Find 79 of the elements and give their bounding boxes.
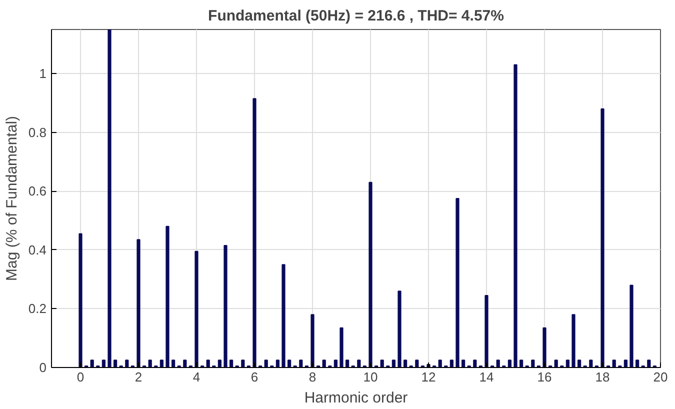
bar — [456, 198, 460, 368]
bar — [276, 360, 280, 368]
bar — [600, 108, 604, 368]
x-tick-label: 18 — [595, 370, 610, 384]
x-tick-label: 16 — [537, 370, 552, 384]
bar — [264, 360, 268, 368]
bar — [102, 360, 106, 368]
x-tick-label: 6 — [250, 370, 258, 384]
bar — [90, 360, 94, 368]
bar — [403, 360, 408, 368]
bar — [398, 290, 402, 368]
bar — [438, 360, 442, 368]
y-axis-title: Mag (% of Fundamental) — [3, 116, 20, 282]
bar — [368, 182, 372, 368]
bar — [136, 239, 140, 368]
bar — [310, 314, 314, 368]
bar — [630, 284, 634, 368]
bar — [194, 250, 198, 368]
bar — [450, 360, 454, 368]
x-axis-title: Harmonic order — [304, 390, 408, 406]
bar — [299, 360, 303, 368]
y-tick-label: 0.6 — [28, 184, 47, 199]
bar — [519, 360, 524, 368]
chart-title: Fundamental (50Hz) = 216.6 , THD= 4.57% — [208, 8, 504, 24]
bar — [229, 360, 234, 368]
y-tick-label: 0 — [39, 360, 47, 375]
x-tick-label: 14 — [479, 370, 494, 384]
bar — [624, 360, 628, 368]
bar — [357, 360, 361, 368]
bar — [496, 360, 500, 368]
y-tick-label: 0.4 — [28, 242, 47, 258]
bar — [542, 327, 546, 368]
bar — [108, 30, 112, 368]
bar — [345, 360, 350, 368]
bar — [206, 360, 210, 368]
bar — [241, 360, 245, 368]
bar — [183, 360, 187, 368]
bar — [514, 64, 518, 368]
x-tick-label: 8 — [308, 370, 316, 384]
bar — [473, 360, 477, 368]
bar — [287, 360, 292, 368]
y-tick-label: 1 — [39, 66, 47, 82]
bar — [635, 360, 640, 368]
y-tick-label: 0.2 — [28, 301, 47, 316]
bar — [572, 314, 576, 368]
bar — [415, 360, 419, 368]
bar — [166, 226, 170, 368]
bar — [340, 327, 344, 368]
x-tick-label: 2 — [134, 370, 142, 384]
x-tick-label: 10 — [363, 370, 378, 384]
bar — [589, 360, 593, 368]
bar — [252, 98, 256, 368]
y-tick-label: 0.8 — [28, 124, 47, 140]
bar — [334, 360, 338, 368]
bar — [461, 360, 466, 368]
x-tick-label: 0 — [76, 370, 84, 384]
bar — [78, 233, 82, 368]
bar — [148, 360, 152, 368]
bar — [224, 245, 228, 368]
bar — [113, 360, 118, 368]
bar — [566, 360, 570, 368]
bar — [380, 360, 384, 368]
bar — [554, 360, 558, 368]
bar — [160, 360, 164, 368]
bar — [218, 360, 222, 368]
bar — [171, 360, 176, 368]
bar — [322, 360, 326, 368]
bar — [577, 360, 582, 368]
bar — [282, 264, 286, 368]
x-tick-label: 12 — [421, 370, 436, 384]
bar — [392, 360, 396, 368]
x-tick-label: 4 — [192, 370, 200, 384]
bar — [125, 360, 129, 368]
bar — [612, 360, 616, 368]
x-tick-label: 20 — [653, 370, 668, 384]
bar — [647, 360, 651, 368]
bar — [531, 360, 535, 368]
bar — [508, 360, 512, 368]
bar — [484, 294, 488, 368]
